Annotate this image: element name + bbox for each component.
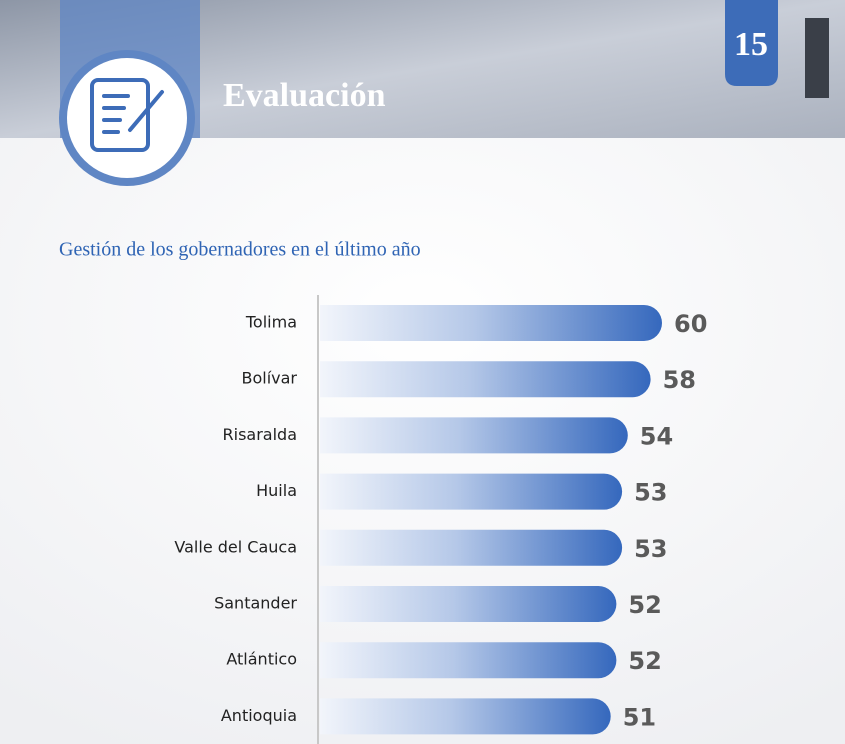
chart-title: Gestión de los gobernadores en el último… (59, 239, 421, 261)
category-label: Huila (256, 481, 297, 500)
category-label: Tolima (245, 313, 297, 332)
bar (320, 698, 611, 735)
value-label: 60 (674, 310, 707, 338)
bar (320, 305, 662, 341)
bar (320, 642, 617, 679)
frame (805, 18, 829, 98)
page-title: Evaluación (223, 77, 386, 114)
bar (320, 473, 623, 510)
icon-circle (67, 58, 187, 178)
page-number-box (725, 0, 778, 86)
category-label: Santander (214, 594, 297, 613)
bar (320, 361, 651, 398)
category-label: Risaralda (223, 425, 298, 444)
category-label: Antioquia (221, 706, 297, 725)
value-label: 51 (623, 703, 656, 731)
value-label: 52 (628, 647, 661, 675)
value-label: 52 (628, 591, 661, 619)
category-label: Valle del Cauca (174, 537, 297, 556)
category-label: Atlántico (226, 650, 297, 669)
page-number: 15 (734, 26, 768, 63)
value-label: 58 (663, 366, 696, 394)
bar (320, 529, 623, 566)
icon (90, 78, 164, 152)
value-label: 54 (640, 422, 673, 450)
category-label: Bolívar (241, 369, 297, 388)
value-label: 53 (634, 479, 667, 507)
bar (320, 586, 617, 622)
bar (320, 417, 628, 454)
value-label: 53 (634, 535, 667, 563)
